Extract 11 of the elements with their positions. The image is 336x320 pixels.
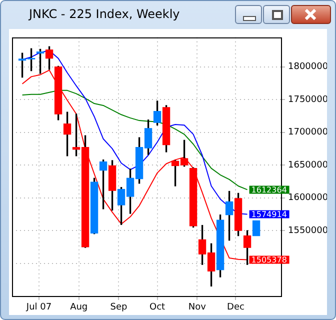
x-tick-label: Oct [150, 302, 166, 313]
x-tick-label: Aug [70, 302, 88, 313]
x-tick-label: Dec [227, 302, 244, 313]
candlestick [252, 220, 260, 236]
x-tick-label: Jul 07 [25, 302, 52, 313]
chart-title: JNKC - 225 Index, Weekly [29, 7, 180, 21]
data-label: 1505378 [251, 255, 287, 264]
data-label: 1612364 [251, 185, 287, 194]
x-tick-label: Sep [110, 302, 128, 313]
x-tick-label: Nov [188, 302, 207, 313]
data-label: 1574914 [251, 210, 287, 219]
